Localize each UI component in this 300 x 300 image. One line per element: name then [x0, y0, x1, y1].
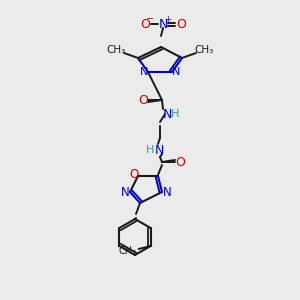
Text: O: O: [138, 94, 148, 106]
Text: H: H: [146, 145, 154, 155]
Text: N: N: [172, 67, 180, 77]
Text: −: −: [146, 14, 154, 24]
Text: N: N: [163, 185, 171, 199]
Text: H: H: [171, 109, 179, 119]
Text: O: O: [129, 167, 139, 181]
Text: O: O: [175, 155, 185, 169]
Text: CH₃: CH₃: [106, 45, 126, 55]
Text: N: N: [158, 17, 168, 31]
Text: N: N: [154, 143, 164, 157]
Text: N: N: [121, 185, 129, 199]
Text: O: O: [140, 17, 150, 31]
Text: CH₃: CH₃: [118, 246, 137, 256]
Text: +: +: [165, 14, 171, 23]
Text: CH₃: CH₃: [194, 45, 214, 55]
Text: N: N: [140, 67, 148, 77]
Text: O: O: [176, 17, 186, 31]
Text: N: N: [162, 107, 172, 121]
